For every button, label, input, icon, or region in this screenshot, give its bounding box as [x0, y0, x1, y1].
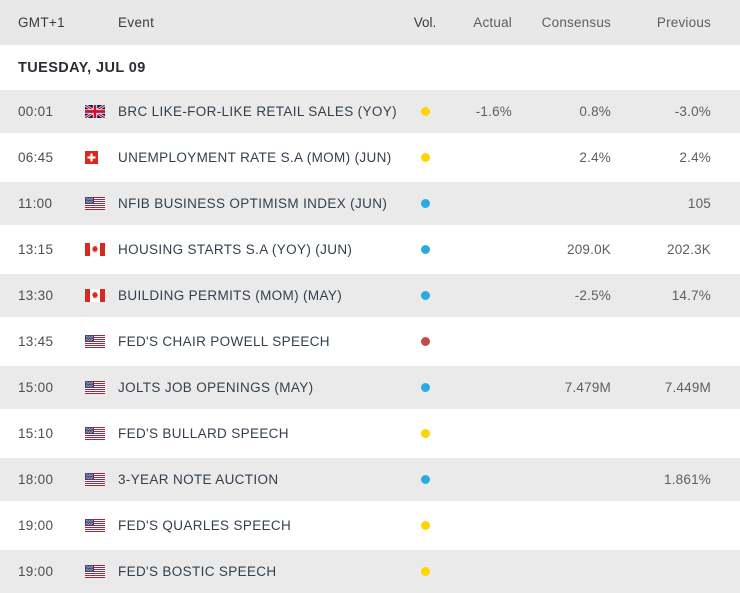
calendar-row[interactable]: 19:00 FED'S QUARLES SPEECH: [0, 504, 740, 547]
event-name: BRC LIKE-FOR-LIKE RETAIL SALES (YOY) ...: [118, 104, 400, 119]
event-name: UNEMPLOYMENT RATE S.A (MOM) (JUN): [118, 150, 392, 165]
event-time: 00:01: [18, 104, 54, 119]
volatility-dot: [420, 153, 430, 162]
volatility-cell: [400, 429, 450, 438]
volatility-dot: [420, 521, 430, 530]
volatility-dot: [420, 475, 430, 484]
event-time: 19:00: [18, 564, 54, 579]
table-header: GMT+1 Event Vol. Actual Consensus Previo…: [0, 0, 740, 45]
consensus-value: -2.5%: [574, 288, 611, 303]
event-name: FED'S CHAIR POWELL SPEECH: [118, 334, 330, 349]
previous-value: -3.0%: [674, 104, 711, 119]
previous-value: 202.3K: [667, 242, 711, 257]
event-time: 19:00: [18, 518, 54, 533]
calendar-row[interactable]: 06:45 UNEMPLOYMENT RATE S.A (MOM) (JUN) 2.…: [0, 136, 740, 179]
event-time: 11:00: [18, 196, 53, 211]
switzerland-flag-icon: [70, 151, 105, 164]
calendar-row[interactable]: 19:00 FED'S BOSTIC SPEECH: [0, 550, 740, 593]
calendar-row[interactable]: 15:00 JOLTS JOB OPENINGS (MAY) 7.479M 7.449…: [0, 366, 740, 409]
column-header-previous: Previous: [656, 15, 711, 30]
us-flag-icon: [70, 565, 105, 578]
us-flag-icon: [70, 427, 105, 440]
volatility-cell: [400, 383, 450, 392]
column-header-actual: Actual: [473, 15, 512, 30]
previous-value: 105: [687, 196, 711, 211]
column-header-consensus: Consensus: [541, 15, 611, 30]
consensus-value: 7.479M: [564, 380, 611, 395]
volatility-cell: [400, 475, 450, 484]
volatility-cell: [400, 291, 450, 300]
volatility-dot: [420, 245, 430, 254]
previous-value: 7.449M: [664, 380, 711, 395]
calendar-row[interactable]: 15:10 FED'S BULLARD SPEECH: [0, 412, 740, 455]
volatility-dot: [420, 383, 430, 392]
calendar-row[interactable]: 13:30 BUILDING PERMITS (MOM) (MAY) -2.5% 14…: [0, 274, 740, 317]
column-header-gmt: GMT+1: [18, 15, 65, 30]
column-header-event: Event: [118, 15, 155, 30]
date-header-row: TUESDAY, JUL 09: [0, 45, 740, 90]
calendar-row[interactable]: 00:01 BRC LIKE-FOR-LIKE RETAIL SALES (YOY…: [0, 90, 740, 133]
volatility-cell: [400, 153, 450, 162]
event-name: JOLTS JOB OPENINGS (MAY): [118, 380, 314, 395]
previous-value: 2.4%: [679, 150, 711, 165]
calendar-row[interactable]: 13:15 HOUSING STARTS S.A (YOY) (JUN) 209.0…: [0, 228, 740, 271]
volatility-cell: [400, 521, 450, 530]
us-flag-icon: [70, 473, 105, 486]
event-time: 18:00: [18, 472, 54, 487]
date-header: TUESDAY, JUL 09: [18, 59, 146, 76]
event-time: 15:00: [18, 380, 54, 395]
consensus-value: 2.4%: [579, 150, 611, 165]
canada-flag-icon: [70, 289, 105, 302]
volatility-dot: [420, 429, 430, 438]
calendar-row[interactable]: 13:45 FED'S CHAIR POWELL SPEECH: [0, 320, 740, 363]
us-flag-icon: [70, 197, 105, 210]
event-time: 06:45: [18, 150, 54, 165]
event-name: 3-YEAR NOTE AUCTION: [118, 472, 279, 487]
volatility-dot: [420, 107, 430, 116]
volatility-dot: [420, 567, 430, 576]
uk-flag-icon: [70, 105, 105, 118]
event-name: BUILDING PERMITS (MOM) (MAY): [118, 288, 343, 303]
volatility-dot: [420, 291, 430, 300]
event-name: FED'S BOSTIC SPEECH: [118, 564, 277, 579]
consensus-value: 209.0K: [567, 242, 611, 257]
event-name: FED'S QUARLES SPEECH: [118, 518, 292, 533]
event-time: 15:10: [18, 426, 54, 441]
volatility-dot: [420, 199, 430, 208]
event-time: 13:30: [18, 288, 54, 303]
calendar-row[interactable]: 11:00 NFIB BUSINESS OPTIMISM INDEX (JUN) 1…: [0, 182, 740, 225]
us-flag-icon: [70, 519, 105, 532]
event-name: FED'S BULLARD SPEECH: [118, 426, 289, 441]
consensus-value: 0.8%: [579, 104, 611, 119]
event-name: HOUSING STARTS S.A (YOY) (JUN): [118, 242, 353, 257]
calendar-row[interactable]: 18:00 3-YEAR NOTE AUCTION 1.861%: [0, 458, 740, 501]
previous-value: 1.861%: [664, 472, 711, 487]
volatility-cell: [400, 199, 450, 208]
volatility-cell: [400, 567, 450, 576]
volatility-dot: [420, 337, 430, 346]
us-flag-icon: [70, 335, 105, 348]
previous-value: 14.7%: [671, 288, 711, 303]
column-header-vol: Vol.: [413, 15, 437, 30]
event-time: 13:15: [18, 242, 54, 257]
calendar-rows: 00:01 BRC LIKE-FOR-LIKE RETAIL SALES (YOY…: [0, 90, 740, 593]
us-flag-icon: [70, 381, 105, 394]
actual-value: -1.6%: [475, 104, 512, 119]
volatility-cell: [400, 337, 450, 346]
canada-flag-icon: [70, 243, 105, 256]
event-name: NFIB BUSINESS OPTIMISM INDEX (JUN): [118, 196, 388, 211]
volatility-cell: [400, 245, 450, 254]
event-time: 13:45: [18, 334, 54, 349]
volatility-cell: [400, 107, 450, 116]
